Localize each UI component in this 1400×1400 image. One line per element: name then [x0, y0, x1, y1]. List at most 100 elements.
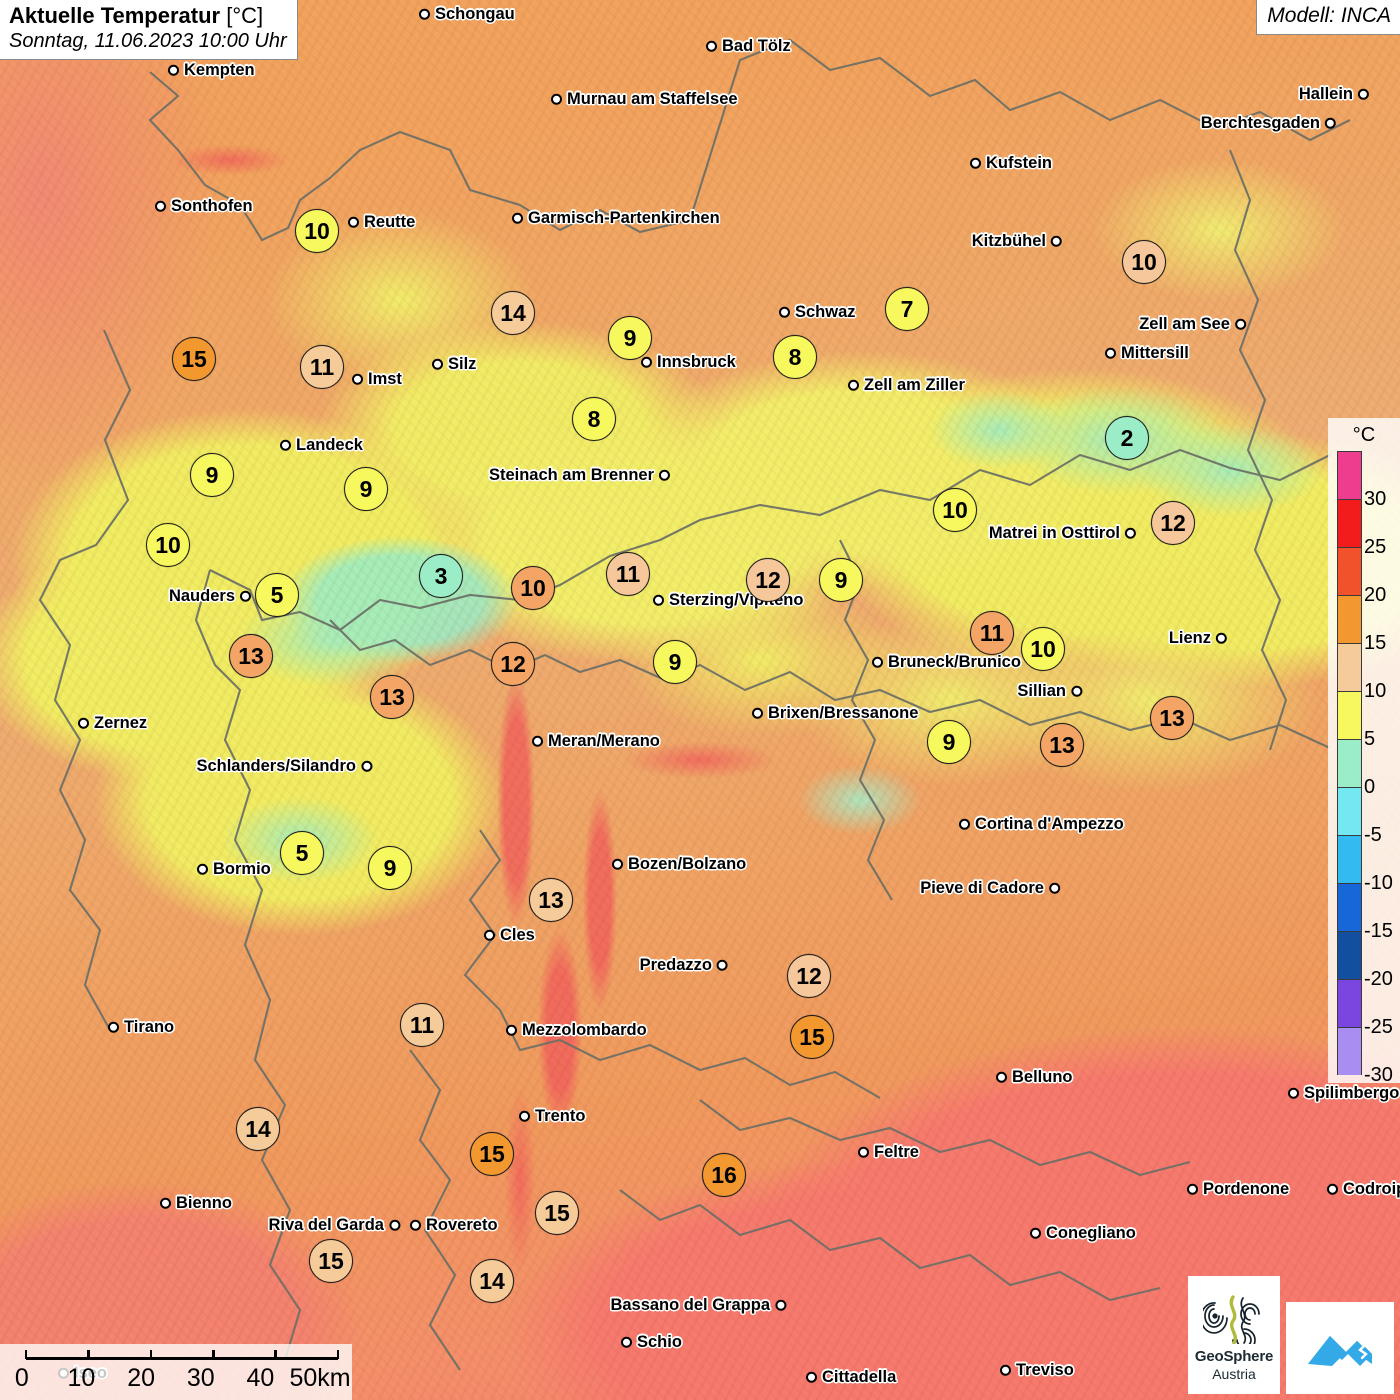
logo-strip: GeoSphere Austria [1188, 1276, 1394, 1394]
scale-ruler [24, 1350, 340, 1366]
city-dot-icon [1051, 235, 1062, 247]
temperature-station-marker: 9 [368, 846, 412, 890]
city-dot-icon [160, 1197, 171, 1209]
city-dot-icon [779, 306, 790, 318]
city-label: Lienz [1168, 628, 1211, 647]
city-label: Imst [368, 369, 402, 388]
city-marker: Codroipo [1327, 1181, 1400, 1198]
city-label: Cittadella [822, 1367, 897, 1386]
city-label: Murnau am Staffelsee [567, 89, 738, 108]
city-marker: Trento [519, 1108, 585, 1125]
legend-tick-label: -10 [1364, 872, 1393, 894]
city-dot-icon [612, 858, 623, 870]
temperature-station-marker: 13 [229, 634, 273, 678]
city-marker: Schongau [419, 6, 515, 23]
temperature-station-marker: 9 [927, 720, 971, 764]
temperature-station-marker: 13 [370, 675, 414, 719]
city-marker: Garmisch-Partenkirchen [512, 210, 720, 227]
legend-color-scale: 30 25 20 15 10 5 0 -5 -10 -15 -20 -25 -30 [1337, 451, 1393, 1085]
city-marker: Sonthofen [155, 198, 253, 215]
city-marker: Steinach am Brenner [489, 467, 670, 484]
temperature-station-marker: 12 [491, 642, 535, 686]
temperature-station-marker: 9 [653, 640, 697, 684]
temperature-station-marker: 11 [606, 552, 650, 596]
temperature-station-marker: 13 [1150, 696, 1194, 740]
timestamp: Sonntag, 11.06.2023 10:00 Uhr [9, 29, 287, 52]
city-dot-icon [659, 469, 670, 481]
city-label: Schlanders/Silandro [196, 756, 356, 775]
city-marker: Cittadella [806, 1369, 896, 1386]
title-box: Aktuelle Temperatur [°C] Sonntag, 11.06.… [0, 0, 298, 61]
city-dot-icon [78, 717, 89, 729]
scale-tick-label: 10 [67, 1364, 96, 1392]
city-marker: Zell am See [1139, 316, 1246, 333]
city-marker: Spilimbergo [1288, 1085, 1399, 1102]
scale-tick [87, 1350, 90, 1359]
temperature-station-marker: 9 [819, 558, 863, 602]
city-marker: Meran/Merano [532, 733, 660, 750]
temperature-station-marker: 10 [1021, 627, 1065, 671]
scale-labels: 0 10 20 30 40 50km [12, 1364, 351, 1396]
city-dot-icon [848, 379, 859, 391]
legend-color-band [1337, 1027, 1362, 1075]
city-dot-icon [361, 760, 372, 772]
city-marker: Kitzbühel [972, 233, 1062, 250]
city-label: Hallein [1298, 84, 1353, 103]
city-label: Belluno [1012, 1067, 1073, 1086]
scale-ruler-line [26, 1357, 338, 1360]
city-label: Pordenone [1203, 1179, 1290, 1198]
city-marker: Berchtesgaden [1201, 115, 1336, 132]
city-label: Tirano [124, 1017, 175, 1036]
city-label: Silz [448, 354, 477, 373]
geosphere-country: Austria [1212, 1366, 1256, 1382]
temperature-station-marker: 10 [146, 523, 190, 567]
city-label: Bozen/Bolzano [628, 854, 747, 873]
temperature-station-marker: 15 [172, 337, 216, 381]
city-marker: Cortina d'Ampezzo [959, 816, 1124, 833]
legend-color-band [1337, 739, 1362, 787]
temperature-station-marker: 9 [344, 467, 388, 511]
city-label: Pieve di Cadore [920, 878, 1044, 897]
city-label: Predazzo [639, 955, 712, 974]
city-label: Landeck [296, 435, 363, 454]
legend-tick-label: -15 [1364, 920, 1393, 942]
city-dot-icon [506, 1024, 517, 1036]
legend-color-band [1337, 979, 1362, 1027]
model-label: Modell: INCA [1256, 0, 1400, 36]
city-label: Rovereto [426, 1215, 498, 1234]
legend-tick-label: -30 [1364, 1064, 1393, 1086]
temperature-station-marker: 5 [280, 831, 324, 875]
legend-unit-label: °C [1352, 424, 1376, 446]
city-label: Kufstein [986, 153, 1052, 172]
city-label: Trento [535, 1106, 586, 1125]
city-dot-icon [512, 212, 523, 224]
city-label: Feltre [874, 1142, 919, 1161]
city-marker: Hallein [1299, 86, 1369, 103]
city-label: Zell am Ziller [864, 375, 965, 394]
city-marker: Schlanders/Silandro [196, 758, 372, 775]
city-label: Bad Tölz [722, 36, 791, 55]
city-dot-icon [108, 1021, 119, 1033]
city-label: Matrei in Osttirol [988, 523, 1120, 542]
city-dot-icon [1358, 88, 1369, 100]
city-marker: Pieve di Cadore [920, 880, 1060, 897]
temperature-station-marker: 16 [702, 1153, 746, 1197]
legend-tick-label: 30 [1364, 488, 1387, 510]
temperature-station-marker: 9 [608, 316, 652, 360]
city-label: Sillian [1017, 681, 1066, 700]
legend-color-band [1337, 547, 1362, 595]
temperature-station-marker: 2 [1105, 416, 1149, 460]
temperature-station-marker: 10 [1122, 240, 1166, 284]
city-label: Reutte [364, 212, 416, 231]
scale-tick [149, 1350, 153, 1359]
geosphere-austria-logo: GeoSphere Austria [1188, 1276, 1280, 1394]
city-marker: Reutte [348, 214, 415, 231]
city-dot-icon [168, 64, 179, 76]
temperature-station-marker: 15 [790, 1015, 834, 1059]
city-marker: Landeck [280, 437, 363, 454]
city-marker: Bassano del Grappa [610, 1297, 786, 1314]
city-dot-icon [959, 818, 970, 830]
legend-tick-label: 25 [1364, 536, 1387, 558]
city-label: Garmisch-Partenkirchen [528, 208, 720, 227]
city-marker: Silz [432, 356, 476, 373]
